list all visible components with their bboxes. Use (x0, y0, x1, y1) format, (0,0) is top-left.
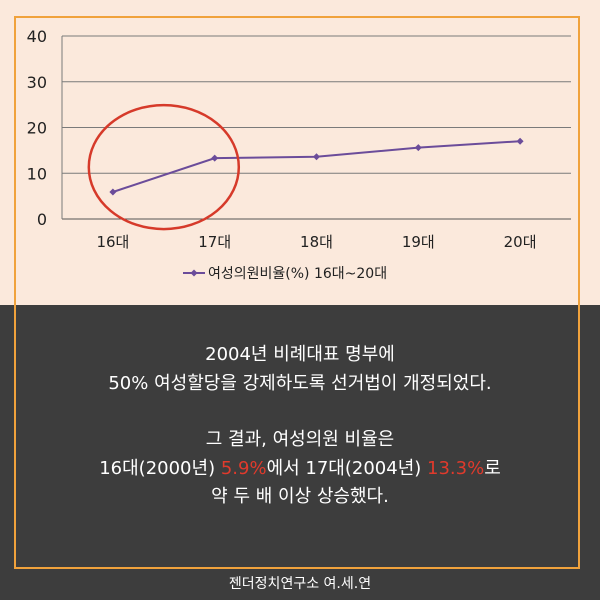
y-tick-30: 30 (27, 73, 47, 92)
line-chart: 0 10 20 30 40 16대 17대 18대 19대 20대 여성의원비율(%) 16대~… (27, 27, 571, 282)
legend-label: 여성의원비율(%) 16대~20대 (208, 266, 387, 282)
value-16th-highlight: 5.9% (220, 458, 267, 479)
x-tick-19: 19대 (402, 233, 435, 251)
footer-credit: 젠더정치연구소 여.세.연 (228, 576, 372, 592)
grid-lines (61, 35, 571, 220)
x-tick-labels: 16대 17대 18대 19대 20대 (96, 233, 536, 251)
message-line-2: 50% 여성할당을 강제하도록 선거법이 개정되었다. (108, 373, 492, 394)
message-line-5: 약 두 배 이상 상승했다. (211, 486, 389, 507)
orange-frame (14, 16, 580, 569)
message-background (0, 305, 600, 600)
x-tick-16: 16대 (96, 233, 129, 251)
message-line-4-part-a: 16대(2000년) (99, 458, 221, 479)
data-point-17 (211, 154, 219, 162)
chart-background (0, 0, 600, 305)
series-line (109, 137, 524, 196)
legend-marker (190, 269, 198, 277)
data-point-18 (313, 153, 320, 161)
y-tick-labels: 0 10 20 30 40 (27, 27, 47, 229)
data-point-16 (109, 188, 117, 196)
message-line-1: 2004년 비례대표 명부에 (205, 344, 395, 365)
y-tick-20: 20 (27, 119, 47, 138)
legend: 여성의원비율(%) 16대~20대 (183, 266, 387, 282)
message-line-4-part-c: 에서 17대(2004년) (266, 458, 428, 479)
value-17th-highlight: 13.3% (427, 458, 485, 479)
x-tick-18: 18대 (300, 233, 333, 251)
x-tick-20: 20대 (504, 233, 537, 251)
y-tick-0: 0 (37, 210, 47, 229)
highlight-circle (87, 103, 241, 231)
message-line-4: 16대(2000년) 5.9%에서 17대(2004년) 13.3%로 (0, 457, 600, 481)
annotation (87, 103, 241, 231)
data-point-20 (516, 137, 524, 145)
y-tick-40: 40 (27, 27, 47, 46)
message-line-3: 그 결과, 여성의원 비율은 (205, 429, 395, 450)
x-tick-17: 17대 (198, 233, 231, 251)
data-point-19 (414, 144, 422, 152)
y-tick-10: 10 (27, 164, 47, 183)
message-line-4-part-e: 로 (484, 458, 501, 479)
